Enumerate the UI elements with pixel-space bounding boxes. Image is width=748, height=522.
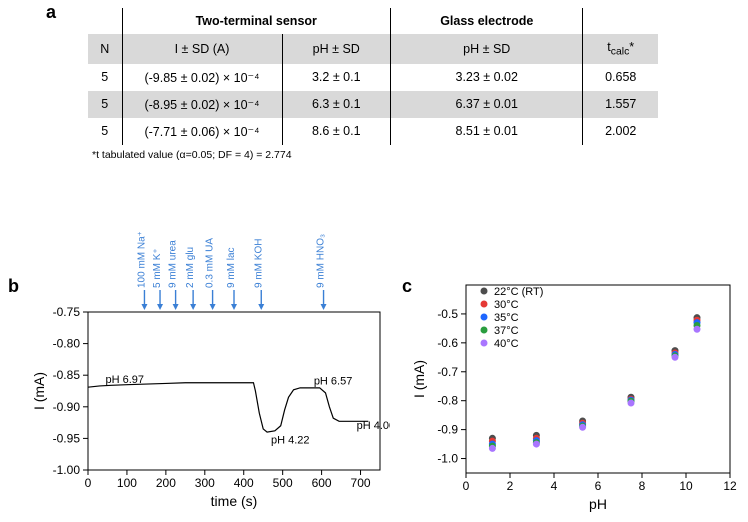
svg-text:22°C (RT): 22°C (RT) xyxy=(494,286,543,298)
header-two-terminal: Two-terminal sensor xyxy=(122,8,391,34)
svg-text:600: 600 xyxy=(312,476,332,490)
header-blank xyxy=(583,8,658,34)
table-row: 5(-7.71 ± 0.06) × 10⁻⁴8.6 ± 0.18.51 ± 0.… xyxy=(88,118,658,145)
svg-text:-0.7: -0.7 xyxy=(437,365,458,379)
svg-text:2 mM glu: 2 mM glu xyxy=(185,247,196,288)
table-row: 5(-9.85 ± 0.02) × 10⁻⁴3.2 ± 0.13.23 ± 0.… xyxy=(88,64,658,91)
svg-text:-0.85: -0.85 xyxy=(53,368,81,382)
svg-text:100: 100 xyxy=(117,476,137,490)
svg-text:pH 4.00: pH 4.00 xyxy=(357,420,390,432)
svg-text:-1.00: -1.00 xyxy=(53,463,81,477)
svg-text:-0.9: -0.9 xyxy=(437,423,458,437)
svg-text:9 mM KOH: 9 mM KOH xyxy=(253,239,264,288)
svg-text:-0.75: -0.75 xyxy=(53,305,81,319)
svg-text:30°C: 30°C xyxy=(494,299,519,311)
table-row: 5(-8.95 ± 0.02) × 10⁻⁴6.3 ± 0.16.37 ± 0.… xyxy=(88,91,658,118)
svg-text:12: 12 xyxy=(723,479,737,493)
svg-text:37°C: 37°C xyxy=(494,325,519,337)
svg-text:9 mM urea: 9 mM urea xyxy=(168,240,179,288)
svg-text:100 mM Na⁺: 100 mM Na⁺ xyxy=(136,232,147,288)
svg-text:pH 6.57: pH 6.57 xyxy=(314,376,353,388)
svg-text:0: 0 xyxy=(85,476,92,490)
svg-text:pH 4.22: pH 4.22 xyxy=(271,434,310,446)
svg-text:0: 0 xyxy=(463,479,470,493)
chart-b-time-series: 0 100 200 300 400 500 600 700 -1.00 -0.95 -0.90 -0.… xyxy=(30,232,390,512)
svg-text:200: 200 xyxy=(156,476,176,490)
svg-text:700: 700 xyxy=(351,476,371,490)
svg-text:0.3 mM UA: 0.3 mM UA xyxy=(205,238,216,288)
svg-text:-0.90: -0.90 xyxy=(53,400,81,414)
svg-text:pH: pH xyxy=(589,496,607,512)
svg-text:pH 6.97: pH 6.97 xyxy=(106,374,145,386)
svg-text:I (mA): I (mA) xyxy=(31,372,47,410)
svg-text:-0.5: -0.5 xyxy=(437,307,458,321)
chart-c-ph-scatter: 0 2 4 6 8 10 12 -1.0 -0.9 -0.8 -0.7 -0.6 -0.5 pH I (mA… xyxy=(410,275,740,515)
table-footnote: *t tabulated value (α=0.05; DF = 4) = 2.… xyxy=(92,149,658,161)
table-header-sub: N I ± SD (A) pH ± SD pH ± SD tcalc* xyxy=(88,34,658,64)
svg-text:10: 10 xyxy=(679,479,693,493)
svg-text:6: 6 xyxy=(595,479,602,493)
svg-text:-0.80: -0.80 xyxy=(53,337,81,351)
svg-text:I (mA): I (mA) xyxy=(411,360,427,398)
svg-text:500: 500 xyxy=(273,476,293,490)
svg-text:-0.95: -0.95 xyxy=(53,431,81,445)
header-glass-electrode: Glass electrode xyxy=(391,8,583,34)
table-header-top: Two-terminal sensor Glass electrode xyxy=(88,8,658,34)
svg-text:9 mM lac: 9 mM lac xyxy=(226,247,237,288)
svg-text:4: 4 xyxy=(551,479,558,493)
svg-text:time (s): time (s) xyxy=(211,493,258,509)
svg-text:-0.6: -0.6 xyxy=(437,336,458,350)
svg-text:-1.0: -1.0 xyxy=(437,452,458,466)
svg-text:9 mM HNO₃: 9 mM HNO₃ xyxy=(316,234,327,288)
panel-label-a: a xyxy=(46,2,56,23)
svg-text:-0.8: -0.8 xyxy=(437,394,458,408)
svg-text:400: 400 xyxy=(234,476,254,490)
comparison-table: Two-terminal sensor Glass electrode N I … xyxy=(88,8,658,161)
svg-text:2: 2 xyxy=(507,479,514,493)
svg-text:40°C: 40°C xyxy=(494,338,519,350)
panel-label-b: b xyxy=(8,276,19,297)
svg-text:8: 8 xyxy=(639,479,646,493)
svg-text:35°C: 35°C xyxy=(494,312,519,324)
svg-text:5 mM K⁺: 5 mM K⁺ xyxy=(152,248,163,288)
svg-text:300: 300 xyxy=(195,476,215,490)
